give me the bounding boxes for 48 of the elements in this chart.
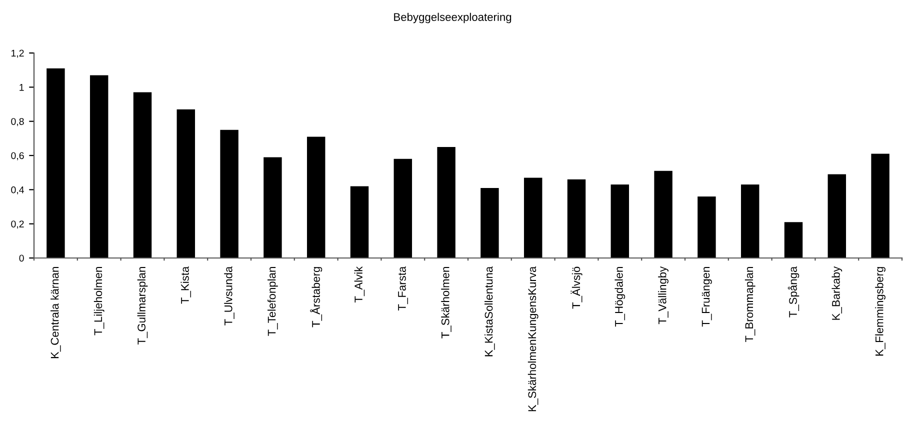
x-tick-label: T_Farsta	[398, 266, 408, 311]
x-tick-label: T_Vällingby	[658, 266, 668, 324]
x-tick-label: T_Liljeholmen	[94, 267, 104, 336]
y-tick-label: 1,2	[12, 50, 24, 58]
y-tick-label: 0	[19, 254, 24, 262]
bar	[90, 75, 108, 258]
x-tick-label: T_Högdalen	[614, 267, 626, 327]
bar	[264, 157, 282, 258]
x-tick-label: T_Fruängen	[702, 267, 712, 327]
bar	[350, 186, 369, 258]
x-tick-label: T_Skärholmen	[441, 267, 452, 338]
y-tick-label: 0,2	[11, 220, 24, 229]
x-tick-label: T_Ulvsunda	[224, 266, 234, 326]
x-tick-label: K_KistaSollentuna	[484, 266, 495, 356]
bar	[133, 92, 152, 258]
x-tick-label: T_Alvik	[354, 266, 365, 303]
bar	[176, 109, 196, 258]
bar	[394, 158, 412, 258]
bar	[784, 222, 803, 258]
x-tick-label: K_SkärholmenKungensKurva	[528, 266, 538, 412]
bar	[828, 174, 846, 258]
x-tick-label: T_Älvsjö	[570, 266, 582, 309]
bar	[871, 154, 890, 258]
bar	[610, 184, 630, 258]
bar	[46, 68, 65, 258]
chart-title: Bebyggelseexploatering	[394, 12, 512, 24]
bar	[740, 184, 760, 258]
x-tick-label: T_Årstaberg	[310, 267, 322, 328]
bar	[654, 170, 672, 258]
y-tick-label: 0,4	[11, 186, 24, 194]
bar	[306, 136, 326, 258]
bar	[524, 178, 542, 258]
x-tick-label: K_Barkaby	[832, 266, 842, 320]
x-tick-label: T_Telefonplan	[268, 267, 278, 336]
x-tick-label: T_Brommaplan	[744, 267, 756, 342]
bar	[567, 179, 586, 258]
x-tick-label: T_Kista	[180, 266, 191, 304]
bar	[698, 196, 716, 258]
x-tick-label: K_Centrala kärnan	[50, 267, 61, 358]
y-tick-label: 1	[20, 84, 24, 91]
y-tick-label: 0,6	[11, 152, 24, 160]
bar	[437, 146, 456, 258]
bar	[220, 130, 238, 258]
y-tick-label: 0,8	[11, 118, 24, 126]
bar	[480, 188, 499, 258]
x-tick-label: K_Flemmingsberg	[875, 267, 886, 356]
x-tick-label: T_Spånga	[788, 266, 800, 318]
x-tick-label: T_Gullmarsplan	[137, 267, 148, 344]
